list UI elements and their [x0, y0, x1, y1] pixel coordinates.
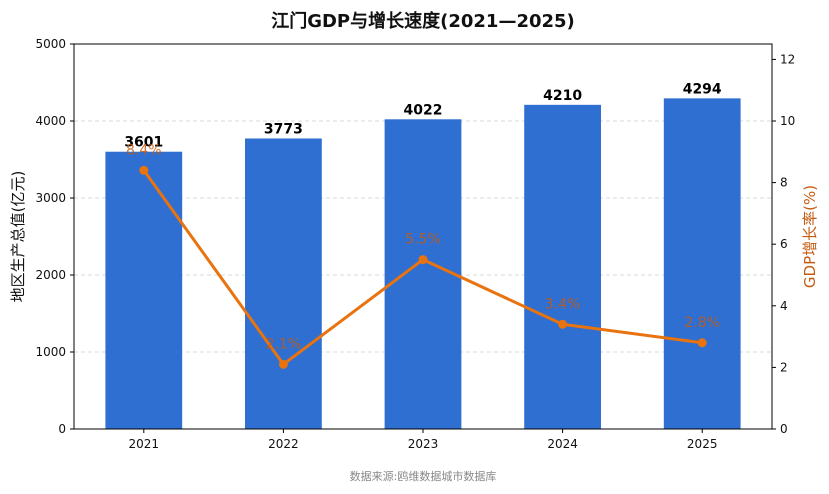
y-tick-label-right: 10 — [780, 114, 795, 128]
y-tick-label-right: 8 — [780, 176, 788, 190]
growth-point — [418, 255, 428, 265]
y-axis-title-left: 地区生产总值(亿元) — [9, 171, 27, 303]
y-tick-label-right: 6 — [780, 237, 788, 251]
x-tick-label: 2023 — [408, 437, 439, 451]
x-tick-label: 2022 — [268, 437, 299, 451]
y-axis-title-right: GDP增长率(%) — [801, 185, 819, 288]
bar-value-label: 4210 — [543, 88, 582, 104]
growth-line — [139, 165, 707, 369]
axes: 0 1000 2000 3000 4000 5000 0 2 4 6 8 10 12 2021 2022 20… — [35, 37, 795, 451]
y-tick-label-left: 5000 — [35, 37, 66, 51]
growth-value-label: 5.5% — [405, 232, 441, 248]
bar-value-label: 3601 — [124, 135, 163, 151]
bar-2023 — [384, 119, 462, 429]
y-tick-label-right: 12 — [780, 52, 795, 66]
bars — [105, 98, 741, 429]
bar-value-label: 3773 — [264, 121, 303, 137]
y-tick-label-left: 1000 — [35, 345, 66, 359]
x-tick-label: 2024 — [547, 437, 578, 451]
x-tick-label: 2021 — [129, 437, 160, 451]
y-tick-label-right: 2 — [780, 360, 788, 374]
y-tick-label-left: 4000 — [35, 114, 66, 128]
growth-point — [278, 359, 288, 369]
growth-point — [139, 165, 149, 175]
bar-2025 — [663, 98, 741, 429]
growth-value-label: 3.4% — [545, 296, 581, 312]
bar-value-label: 4294 — [683, 81, 722, 97]
bar-2021 — [105, 151, 183, 429]
bar-value-label: 4022 — [404, 102, 443, 118]
growth-value-label: 8.4% — [126, 142, 162, 158]
chart-title: 江门GDP与增长速度(2021—2025) — [271, 10, 575, 32]
bar-2022 — [245, 138, 322, 429]
source-note: 数据来源:鸥维数据城市数据库 — [350, 469, 497, 483]
growth-point — [558, 319, 568, 329]
y-tick-label-right: 0 — [780, 422, 788, 436]
growth-value-label: 2.8% — [684, 315, 720, 331]
growth-point — [697, 338, 707, 348]
y-tick-label-left: 0 — [58, 422, 66, 436]
bar-2024 — [524, 104, 601, 429]
data-labels: 3601 3773 4022 4210 4294 8.4% 2.1% 5.5% 3.4% 2.8% — [124, 81, 722, 352]
y-tick-label-left: 3000 — [35, 191, 66, 205]
x-tick-label: 2025 — [687, 437, 718, 451]
y-tick-label-right: 4 — [780, 299, 788, 313]
y-tick-label-left: 2000 — [35, 268, 66, 282]
growth-value-label: 2.1% — [266, 336, 302, 352]
